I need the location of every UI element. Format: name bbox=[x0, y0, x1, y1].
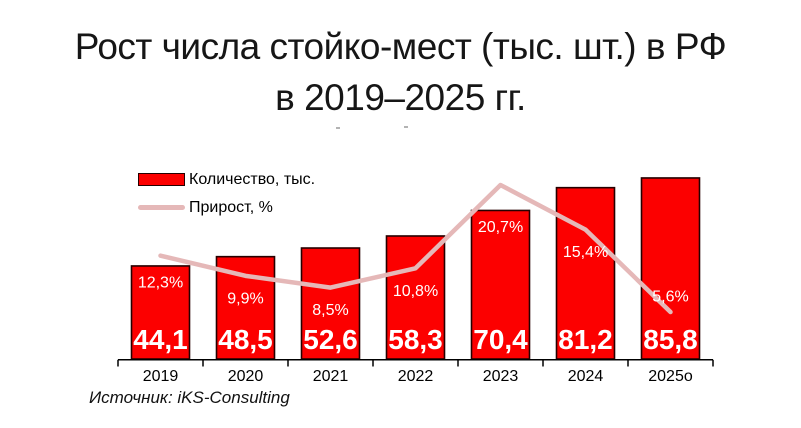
value-label-2019: 44,1 bbox=[133, 324, 188, 355]
source-note: Источник: iKS-Consulting bbox=[89, 388, 290, 407]
category-label-2025о: 2025о bbox=[648, 368, 693, 385]
legend-item-quantity: Количество, тыс. bbox=[138, 171, 315, 188]
bar-2022 bbox=[385, 235, 446, 360]
bar-2019 bbox=[130, 265, 191, 360]
growth-label-2020: 9,9% bbox=[227, 290, 263, 307]
cropped-text-artifact bbox=[336, 127, 340, 129]
legend-item-growth: Прирост, % bbox=[138, 199, 315, 216]
growth-label-2022: 10,8% bbox=[393, 283, 438, 300]
legend-line-label: Прирост, % bbox=[189, 198, 273, 216]
category-label-2019: 2019 bbox=[143, 368, 179, 385]
bar-2023 bbox=[470, 209, 531, 360]
value-label-2025о: 85,8 bbox=[643, 324, 698, 355]
value-label-2023: 70,4 bbox=[473, 324, 528, 355]
growth-label-2024: 15,4% bbox=[563, 244, 608, 261]
value-label-2022: 58,3 bbox=[388, 324, 443, 355]
legend-bar-swatch-icon bbox=[138, 173, 185, 186]
category-label-2022: 2022 bbox=[398, 368, 434, 385]
category-label-2020: 2020 bbox=[228, 368, 264, 385]
value-label-2020: 48,5 bbox=[218, 324, 273, 355]
growth-label-2021: 8,5% bbox=[312, 302, 348, 319]
legend-line-swatch-icon bbox=[138, 205, 185, 210]
chart-legend: Количество, тыс. Прирост, % bbox=[138, 171, 315, 227]
cropped-text-artifact bbox=[404, 126, 408, 128]
category-label-2021: 2021 bbox=[313, 368, 349, 385]
value-label-2021: 52,6 bbox=[303, 324, 358, 355]
category-label-2024: 2024 bbox=[568, 368, 604, 385]
legend-bar-label: Количество, тыс. bbox=[189, 170, 316, 188]
bar-2025о bbox=[640, 177, 701, 360]
chart-title-line2: в 2019–2025 гг. bbox=[275, 77, 526, 118]
bar-2024 bbox=[555, 186, 616, 360]
category-label-2023: 2023 bbox=[483, 368, 519, 385]
growth-label-2023: 20,7% bbox=[478, 219, 523, 236]
growth-label-2019: 12,3% bbox=[138, 274, 183, 291]
value-label-2024: 81,2 bbox=[558, 324, 613, 355]
growth-line bbox=[158, 182, 673, 315]
chart-title-line1: Рост числа стойко-мест (тыс. шт.) в РФ bbox=[74, 26, 727, 67]
growth-label-2025о: 5,6% bbox=[652, 289, 688, 306]
bar-2021 bbox=[300, 247, 361, 360]
chart-title: Рост числа стойко-мест (тыс. шт.) в РФ в… bbox=[0, 21, 801, 123]
